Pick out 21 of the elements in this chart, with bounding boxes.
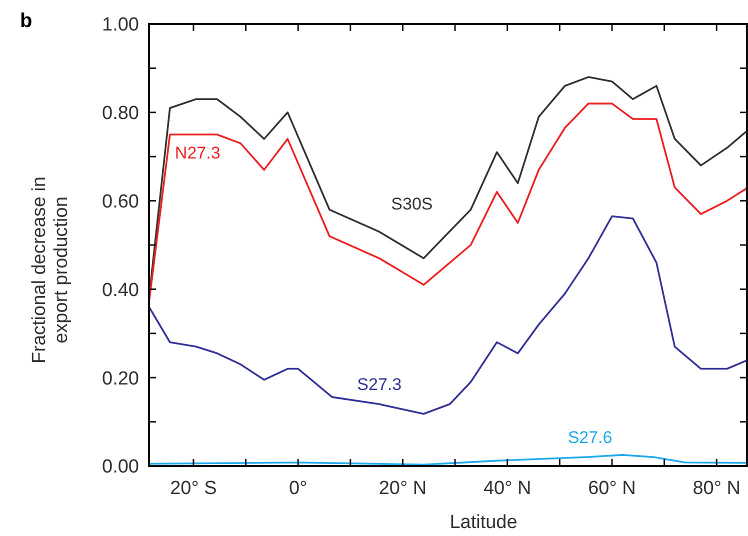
x-tick-label: 60° N [588, 478, 636, 499]
x-tick-label: 40° N [483, 478, 532, 499]
y-tick-label: 1.00 [102, 14, 139, 36]
y-tick-label: 0.80 [102, 103, 139, 124]
y-tick-label: 0.00 [102, 456, 139, 478]
line-series [148, 215, 748, 415]
y-axis-title: Fractional decrease in export production [29, 176, 72, 364]
y-tick-label: 0.20 [102, 368, 139, 390]
series-label: S30S [391, 194, 433, 214]
chart-title: b [20, 10, 32, 32]
line-series [148, 454, 748, 466]
x-tick-label: 0° [289, 478, 308, 499]
x-axis-title: Latitude [450, 512, 518, 533]
x-tick-label: 20° S [170, 478, 217, 499]
x-tick-label: 80° N [692, 478, 740, 499]
series-label: S27.3 [357, 375, 402, 394]
series-label: N27.3 [174, 144, 220, 162]
x-tick-label: 20° N [378, 478, 427, 499]
y-tick-label: 0.60 [102, 191, 139, 212]
series-label: S27.6 [568, 428, 612, 448]
y-tick-label: 0.40 [102, 280, 139, 301]
